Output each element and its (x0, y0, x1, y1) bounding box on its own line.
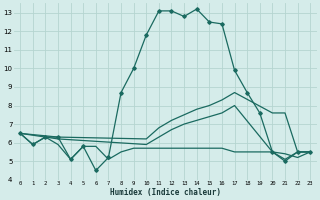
X-axis label: Humidex (Indice chaleur): Humidex (Indice chaleur) (110, 188, 221, 197)
